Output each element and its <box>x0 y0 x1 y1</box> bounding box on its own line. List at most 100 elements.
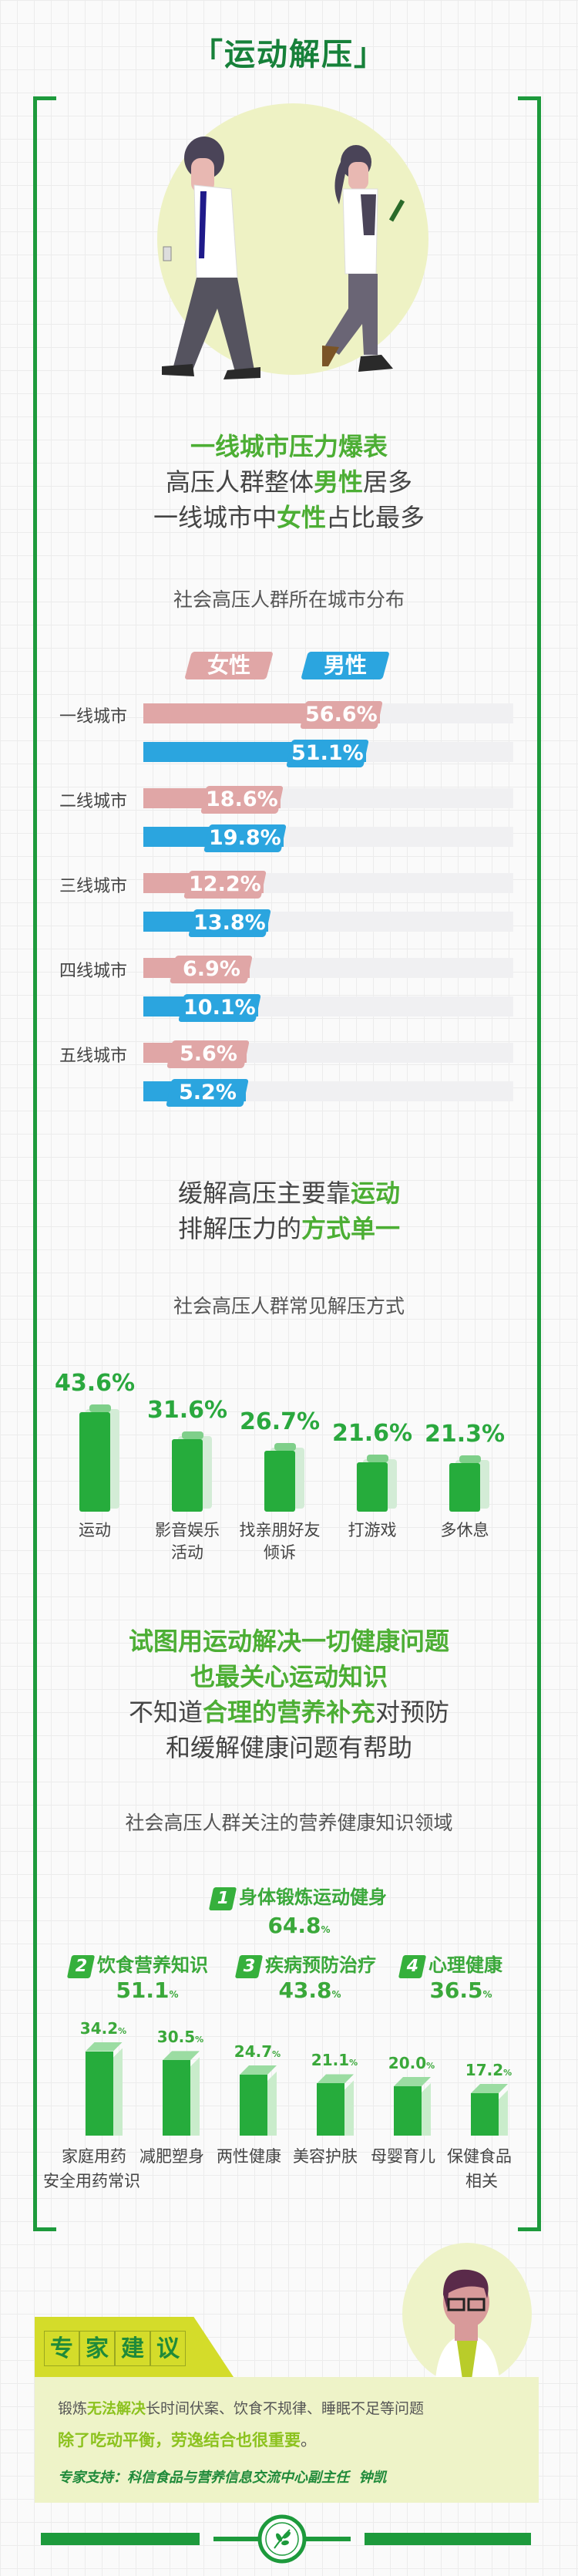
legend-female: 女性 <box>184 652 274 679</box>
bar-top <box>86 2042 123 2052</box>
female-value-label: 18.6% <box>200 786 284 814</box>
chart3-title: 社会高压人群关注的营养健康知识领域 <box>125 1812 453 1834</box>
text: 一线城市中 <box>153 503 277 532</box>
bar-value-label: 31.6% <box>146 1397 228 1425</box>
bar-category-label: 多休息 <box>440 1521 489 1539</box>
bar <box>317 2083 344 2136</box>
text-emphasis: 男性 <box>313 467 363 497</box>
bar-top <box>240 2065 277 2075</box>
female-value-label: 56.6% <box>300 701 384 729</box>
advice-tab-title: 专 家 建 议 <box>44 2331 186 2366</box>
ranked-topic-value: 36.5% <box>429 1978 492 2003</box>
bar <box>240 2074 267 2136</box>
bar-value-label: 21.1% <box>311 2051 358 2070</box>
bar-category-label: 运动 <box>79 1521 111 1539</box>
advice-line-2: 除了吃动平衡，劳逸结合也很重要。 <box>58 2431 317 2450</box>
headline-3-emphasis: 也最关心运动知识 <box>190 1662 388 1691</box>
rank-badge: 4 <box>398 1955 427 1978</box>
city-label: 一线城市 <box>59 707 128 727</box>
bar-category-label: 两性健康 <box>217 2147 281 2166</box>
bar-category-label: 美容护肤 <box>293 2147 358 2166</box>
chart2-title: 社会高压人群常见解压方式 <box>173 1295 405 1317</box>
bar <box>172 1439 203 1512</box>
bar <box>86 2051 113 2136</box>
bar <box>79 1411 110 1512</box>
bar-value-label: 21.3% <box>424 1420 506 1448</box>
bar-value-label: 20.0% <box>388 2054 435 2072</box>
bar <box>471 2092 499 2136</box>
expert-support: 专家支持：科信食品与营养信息交流中心副主任 钟凯 <box>58 2470 387 2486</box>
legend-male: 男性 <box>301 652 390 679</box>
bar <box>264 1450 295 1512</box>
bar-value-label: 21.6% <box>331 1420 413 1448</box>
text-emphasis: 方式单一 <box>301 1214 401 1243</box>
male-value-label: 19.8% <box>203 824 287 852</box>
male-value-label: 13.8% <box>188 909 271 937</box>
frame-corner <box>33 96 56 100</box>
bar-category-label: 打游戏 <box>348 1521 397 1539</box>
male-value-label: 51.1% <box>285 740 369 767</box>
bar-cap <box>459 1455 481 1463</box>
bar-top <box>163 2051 200 2061</box>
female-value-label: 5.6% <box>166 1040 250 1068</box>
bar-side <box>499 2089 508 2136</box>
text-emphasis: 合理的营养补充 <box>202 1698 375 1727</box>
woman-figure-icon <box>322 145 405 372</box>
bar-cap <box>274 1442 296 1451</box>
advice-char: 家 <box>79 2331 115 2366</box>
bar <box>449 1462 480 1512</box>
bar <box>163 2060 190 2136</box>
male-value-label: 5.2% <box>165 1079 249 1107</box>
bar-side <box>267 2071 277 2136</box>
footer-bar <box>41 2533 200 2545</box>
male-value-label: 10.1% <box>178 994 262 1022</box>
frame-left <box>33 96 37 2231</box>
bar-category-label: 母婴育儿 <box>371 2147 435 2166</box>
text: 不知道 <box>128 1698 203 1727</box>
bar-category-label: 减肥塑身 <box>139 2147 204 2166</box>
bar-value-label: 17.2% <box>465 2060 512 2079</box>
advice-char: 专 <box>44 2331 79 2366</box>
frame-corner <box>518 96 541 100</box>
bar-side <box>190 2057 200 2136</box>
headline-3: 试图用运动解决一切健康问题 也最关心运动知识 不知道合理的营养补充对预防 和缓解… <box>0 1623 578 1765</box>
bar-category-label: 保健食品 <box>447 2147 512 2166</box>
bar-cap <box>89 1404 111 1412</box>
female-value-label: 12.2% <box>183 871 267 899</box>
bar-top <box>317 2074 354 2084</box>
advice-line-1: 锻炼无法解决长时间伏案、饮食不规律、睡眠不足等问题 <box>58 2400 425 2417</box>
text: 和缓解健康问题有帮助 <box>165 1733 412 1762</box>
advice-tab: 专 家 建 议 <box>35 2317 234 2377</box>
bar-category-label: 找亲朋好友 倾诉 <box>239 1521 321 1562</box>
frame-corner <box>33 2227 56 2231</box>
ranked-topic: 3 疾病预防治疗 <box>234 1950 376 1978</box>
text: 居多 <box>363 467 413 497</box>
bar-category-label: 相关 <box>465 2172 498 2190</box>
bar <box>394 2086 422 2136</box>
headline-2: 缓解高压主要靠运动 排解压力的方式单一 <box>0 1175 578 1246</box>
ranked-topic: 1 身体锻炼运动健身 <box>208 1882 387 1910</box>
ranked-topic: 4 心理健康 <box>398 1950 502 1978</box>
text: 对预防 <box>375 1698 450 1727</box>
text-emphasis: 运动 <box>351 1178 401 1208</box>
expert-illustration <box>402 2243 532 2379</box>
bar-category-label: 影音娱乐 活动 <box>155 1521 220 1562</box>
text: 缓解高压主要靠 <box>177 1178 351 1208</box>
bar-cap <box>367 1455 388 1463</box>
bar-value-label: 24.7% <box>234 2042 281 2061</box>
female-value-label: 6.9% <box>170 956 254 983</box>
ranked-topic: 2 饮食营养知识 <box>66 1950 208 1978</box>
text-emphasis: 女性 <box>276 503 326 532</box>
text: 占比最多 <box>326 503 425 532</box>
bar-side <box>344 2080 354 2136</box>
bar-category-label: 安全用药常识 <box>43 2172 140 2190</box>
advice-box: 锻炼无法解决长时间伏案、饮食不规律、睡眠不足等问题 除了吃动平衡，劳逸结合也很重… <box>35 2377 539 2503</box>
rank-badge: 3 <box>234 1955 264 1978</box>
bar-value-label: 30.5% <box>156 2028 204 2047</box>
bar-top <box>394 2077 431 2086</box>
bar-value-label: 43.6% <box>54 1369 136 1397</box>
bar-value-label: 26.7% <box>239 1408 321 1435</box>
city-label: 五线城市 <box>59 1047 128 1066</box>
advice-char: 建 <box>115 2331 150 2366</box>
